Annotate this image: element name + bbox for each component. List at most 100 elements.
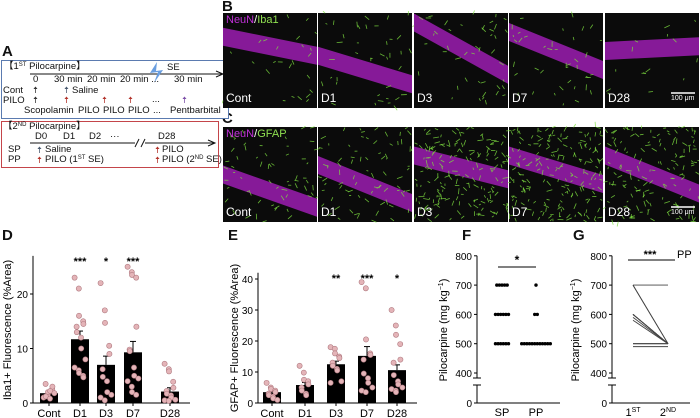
data-point: [106, 342, 113, 349]
cell-process: [580, 181, 585, 186]
cell-process: [538, 161, 543, 166]
cell-process: [679, 173, 684, 176]
cell-process: [305, 17, 309, 22]
cell-process: [473, 204, 479, 209]
cell-process: [501, 152, 506, 158]
cell-process: [356, 21, 358, 28]
cell-process: [297, 96, 303, 101]
cell-process: [455, 138, 461, 143]
cell-process: [550, 154, 553, 157]
cell-process: [586, 132, 590, 137]
cell-process: [693, 161, 697, 164]
cell-process: [307, 195, 312, 198]
data-point: [296, 362, 303, 369]
cell-process: [607, 143, 612, 147]
cell-process: [619, 167, 622, 170]
x-tick-label: D7: [126, 408, 140, 418]
neun-band: [605, 37, 699, 60]
data-point: [170, 378, 177, 385]
cell-process: [486, 198, 490, 203]
cell-process: [516, 162, 520, 166]
cell-process: [458, 188, 460, 195]
cell-process: [373, 140, 378, 145]
data-point: [497, 283, 502, 287]
cell-process: [502, 134, 507, 138]
cell-process: [531, 211, 535, 217]
cell-process: [511, 148, 514, 152]
cell-process: [545, 146, 551, 150]
micrograph-tile: [509, 11, 603, 108]
cell-process: [535, 162, 539, 167]
data-point: [73, 323, 80, 330]
cell-process: [664, 200, 670, 204]
cell-process: [318, 147, 323, 149]
cell-process: [611, 219, 614, 225]
row-label-pp: PP: [8, 154, 21, 165]
label-part: −1: [570, 282, 577, 290]
cell-process: [342, 34, 345, 39]
data-point: [338, 378, 345, 385]
cell-process: [232, 209, 236, 215]
cell-process: [396, 35, 402, 40]
row-label-sp: SP: [8, 144, 21, 155]
cell-process: [543, 201, 547, 206]
cell-process: [675, 217, 680, 220]
cell-process: [486, 147, 489, 154]
cell-process: [683, 78, 685, 81]
data-point: [540, 342, 545, 346]
cell-process: [626, 126, 629, 131]
stain-label-c: NeuN/GFAP: [226, 128, 287, 140]
cell-process: [595, 165, 599, 169]
cell-process: [643, 181, 648, 186]
data-point: [336, 355, 343, 361]
cell-process: [451, 97, 453, 100]
cell-process: [236, 156, 239, 160]
cell-process: [667, 133, 671, 135]
cell-process: [301, 44, 304, 48]
cell-process: [360, 136, 364, 138]
cell-process: [557, 155, 560, 161]
cell-process: [682, 142, 688, 146]
cell-process: [585, 76, 589, 78]
scale-bar-label: 100 μm: [671, 209, 695, 216]
cell-process: [365, 137, 369, 140]
cell-process: [412, 25, 415, 28]
cell-process: [518, 141, 522, 145]
cell-process: [404, 127, 408, 130]
cell-process: [357, 194, 361, 198]
y-tick-label: 20: [242, 337, 254, 348]
cell-process: [519, 185, 522, 188]
cell-process: [585, 52, 588, 58]
data-point: [126, 348, 133, 355]
cell-process: [490, 141, 494, 145]
cell-process: [528, 186, 531, 191]
agent-label: PILO: [128, 105, 150, 116]
cell-process: [612, 181, 615, 186]
cell-process: [349, 209, 354, 214]
cell-process: [320, 135, 327, 140]
cell-process: [494, 35, 497, 39]
cell-process: [371, 219, 377, 223]
cell-process: [562, 207, 565, 211]
cell-process: [561, 185, 566, 188]
cell-process: [436, 190, 441, 195]
cell-process: [526, 178, 531, 184]
cell-process: [566, 191, 569, 194]
cell-process: [538, 130, 542, 133]
cell-process: [548, 215, 553, 219]
cell-process: [386, 41, 388, 45]
x-tick-label: D28: [160, 408, 180, 418]
arrow-up-icon: 🠅: [37, 145, 42, 155]
cell-process: [537, 216, 541, 221]
data-point: [166, 368, 172, 375]
cell-process: [696, 58, 698, 63]
cell-process: [339, 185, 343, 189]
data-point: [495, 283, 499, 287]
cell-process: [592, 190, 596, 195]
time-label: 20 min ...: [120, 74, 160, 85]
tile-label: D3: [417, 91, 433, 105]
cell-process: [555, 168, 558, 172]
cell-process: [681, 176, 685, 180]
cell-process: [375, 210, 379, 216]
cell-process: [428, 146, 434, 151]
